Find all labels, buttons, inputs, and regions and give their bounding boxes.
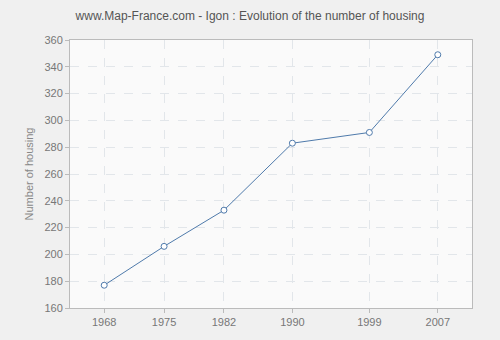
svg-text:300: 300 [44, 114, 62, 126]
svg-text:260: 260 [44, 168, 62, 180]
svg-text:200: 200 [44, 248, 62, 260]
svg-text:280: 280 [44, 141, 62, 153]
svg-text:160: 160 [44, 302, 62, 314]
svg-text:1999: 1999 [357, 316, 381, 328]
svg-text:1982: 1982 [212, 316, 236, 328]
svg-text:1975: 1975 [152, 316, 176, 328]
svg-text:1968: 1968 [92, 316, 116, 328]
svg-text:180: 180 [44, 275, 62, 287]
svg-text:240: 240 [44, 195, 62, 207]
svg-text:340: 340 [44, 61, 62, 73]
svg-text:220: 220 [44, 221, 62, 233]
svg-text:360: 360 [44, 34, 62, 46]
svg-text:www.Map-France.com - Igon : Ev: www.Map-France.com - Igon : Evolution of… [75, 9, 425, 23]
svg-text:320: 320 [44, 87, 62, 99]
svg-text:Number of housing: Number of housing [23, 128, 35, 221]
svg-text:2007: 2007 [426, 316, 450, 328]
svg-text:1990: 1990 [280, 316, 304, 328]
